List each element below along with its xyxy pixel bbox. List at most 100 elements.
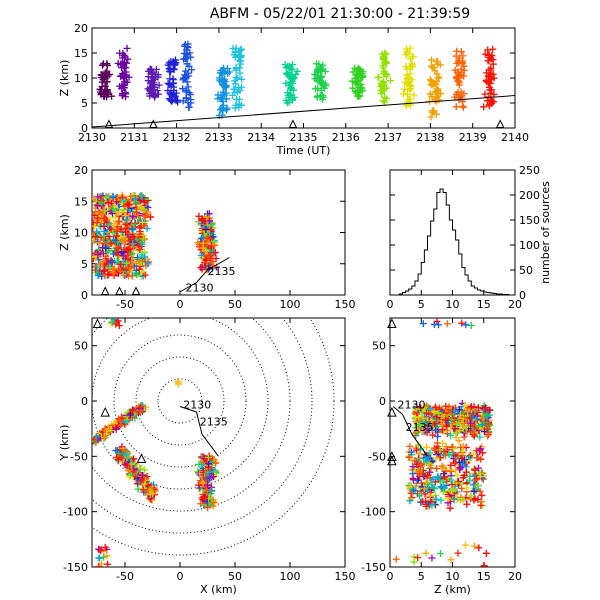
annotation-2130: 2130	[186, 281, 214, 294]
source-mark	[110, 221, 118, 229]
source-mark	[451, 424, 459, 432]
source-mark	[406, 497, 414, 505]
source-mark	[447, 431, 455, 439]
source-mark	[319, 96, 327, 104]
source-mark	[417, 404, 425, 412]
source-mark	[199, 244, 207, 252]
source-mark	[427, 498, 435, 506]
source-mark	[98, 61, 106, 69]
source-mark	[409, 485, 417, 493]
time_height-axes: 2130 2131 2132 2133 2134 2135 2136 2137 2138 2139…	[58, 22, 529, 157]
track-line	[179, 406, 219, 457]
source-mark	[209, 499, 217, 507]
source-mark	[94, 202, 102, 210]
source-mark	[485, 101, 493, 109]
source-mark	[184, 40, 192, 48]
source-mark	[475, 544, 483, 552]
source-mark	[211, 241, 219, 249]
source-mark	[142, 212, 150, 220]
source-mark	[113, 232, 121, 240]
source-mark	[353, 78, 361, 86]
source-mark	[405, 453, 413, 461]
time-height-sources	[92, 40, 515, 128]
source-mark	[180, 74, 188, 82]
source-mark	[356, 83, 364, 91]
source-mark	[410, 487, 418, 495]
source-mark	[374, 73, 382, 81]
x-tick-label: 150	[335, 298, 356, 311]
source-mark	[111, 236, 119, 244]
station-marker	[149, 119, 158, 128]
y-tick-label: -100	[361, 506, 386, 519]
y-tick-label: 100	[519, 239, 540, 252]
source-mark	[136, 246, 144, 254]
x_height-axes: -50 0 50 100 150 0 5 10 15 20 Z (km)	[58, 164, 356, 311]
source-mark	[428, 554, 436, 562]
x-tick-label: 15	[477, 298, 491, 311]
source-mark	[203, 213, 211, 221]
source-mark	[438, 462, 446, 470]
source-mark	[355, 93, 363, 101]
source-mark	[444, 406, 452, 414]
source-mark	[201, 494, 209, 502]
annotation-2135: 2135	[208, 265, 236, 278]
source-mark	[211, 248, 219, 256]
source-mark	[221, 83, 229, 91]
source-mark	[425, 420, 433, 428]
source-mark	[437, 496, 445, 504]
source-mark	[463, 484, 471, 492]
station-marker	[387, 455, 397, 466]
source-mark	[101, 543, 109, 551]
source-mark	[485, 420, 493, 428]
x-tick-label: 20	[508, 570, 522, 583]
y-tick-label: 50	[74, 340, 88, 353]
source-mark	[454, 57, 462, 65]
source-mark	[212, 459, 220, 467]
source-mark	[114, 455, 122, 463]
source-mark	[150, 484, 158, 492]
station-marker	[104, 119, 114, 128]
source-mark	[425, 460, 433, 468]
source-mark	[293, 67, 301, 75]
y-tick-label: 5	[81, 97, 88, 110]
source-mark	[419, 418, 427, 426]
source-mark	[203, 488, 211, 496]
x-tick-label: 2135	[290, 131, 318, 144]
annotation-2135: 2135	[200, 415, 228, 428]
source-mark	[128, 250, 136, 258]
source-mark	[462, 321, 470, 329]
source-mark	[182, 55, 190, 63]
source-mark	[202, 256, 210, 264]
source-mark	[427, 464, 435, 472]
source-mark	[197, 500, 205, 508]
source-mark	[102, 193, 110, 201]
x-tick-label: 2131	[120, 131, 148, 144]
source-mark	[115, 218, 123, 226]
source-mark	[119, 252, 127, 260]
source-mark	[476, 487, 484, 495]
source-mark	[409, 463, 417, 471]
y-tick-label: 50	[519, 264, 533, 277]
source-mark	[483, 69, 491, 77]
source-mark	[114, 245, 122, 253]
source-mark	[197, 264, 205, 272]
source-mark	[431, 446, 439, 454]
source-mark	[118, 54, 126, 62]
source-mark	[456, 411, 464, 419]
source-mark	[403, 65, 411, 73]
source-mark	[218, 104, 226, 112]
source-mark	[94, 263, 102, 271]
source-mark	[187, 53, 195, 61]
source-mark	[470, 496, 478, 504]
source-mark	[203, 210, 211, 218]
source-mark	[124, 454, 132, 462]
plan_view-ylabel: Y (km)	[58, 425, 71, 462]
y-tick-label: 50	[372, 340, 386, 353]
source-mark	[381, 93, 389, 101]
source-mark	[458, 319, 466, 327]
source-mark	[109, 192, 117, 200]
source-mark	[195, 460, 203, 468]
source-mark	[446, 504, 454, 512]
source-mark	[131, 195, 139, 203]
source-mark	[105, 262, 113, 270]
